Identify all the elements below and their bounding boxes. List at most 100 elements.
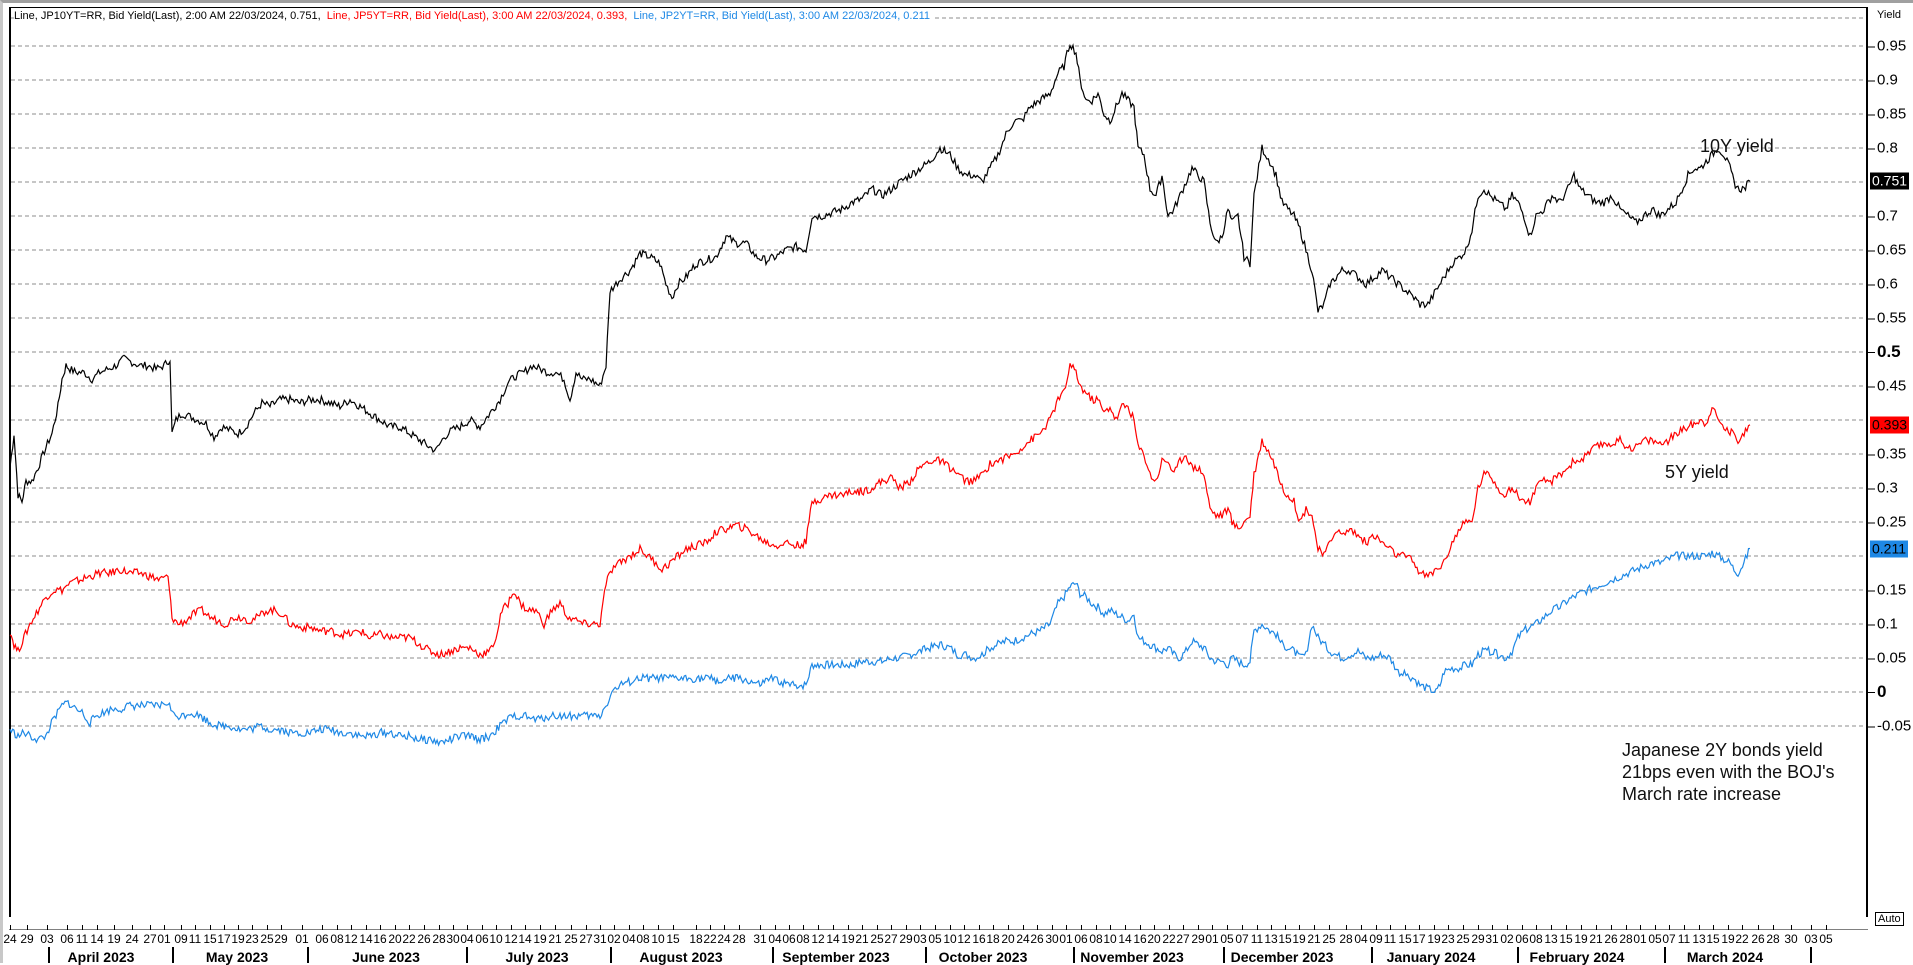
x-tick-label: 26 [1030,932,1044,946]
legend-5y[interactable]: Line, JP5YT=RR, Bid Yield(Last), 3:00 AM… [326,10,628,22]
x-tick-label: 15 [203,932,217,946]
x-tick-label: 01 [1205,932,1219,946]
y-tick-label: 0.15 [1868,582,1906,599]
x-tick-label: 23 [245,932,259,946]
x-tick-label: 28 [732,932,746,946]
x-tick-label: 30 [446,932,460,946]
x-tick-label: 21 [1589,932,1603,946]
series-line-1 [9,363,1751,660]
x-tick-label: 29 [1471,932,1485,946]
x-tick-label: 31 [1485,932,1499,946]
x-tick-label: 17 [1412,932,1426,946]
y-tick-label: 0.65 [1868,242,1906,259]
x-tick-label: 13 [1544,932,1558,946]
x-tick-label: 21 [1307,932,1321,946]
x-tick-label: 25 [564,932,578,946]
x-month-label: December 2023 [1230,949,1334,965]
x-tick-label: 28 [432,932,446,946]
x-tick-label: 19 [841,932,855,946]
x-tick-label: 12 [811,932,825,946]
x-tick-label: 01 [157,932,171,946]
x-tick-label: 29 [20,932,34,946]
x-tick-label: 25 [1322,932,1336,946]
x-tick-label: 27 [1176,932,1190,946]
x-tick-label: 19 [1292,932,1306,946]
x-tick-label: 24 [125,932,139,946]
x-tick-label: 15 [1278,932,1292,946]
x-tick-label: 05 [1220,932,1234,946]
x-tick-label: 06 [475,932,489,946]
y-tick-label: 0.25 [1868,514,1906,531]
x-tick-label: 02 [607,932,621,946]
x-tick-label: 14 [90,932,104,946]
chart-annotation: 5Y yield [1665,462,1729,482]
month-separator [772,947,774,963]
x-tick-label: 27 [579,932,593,946]
x-tick-label: 24 [1016,932,1030,946]
x-tick-label: 04 [1354,932,1368,946]
x-month-label: March 2024 [1686,949,1764,965]
x-tick-label: 04 [460,932,474,946]
x-tick-label: 07 [1235,932,1249,946]
auto-scale-button[interactable]: Auto [1875,912,1904,926]
x-tick-label: 24 [717,932,731,946]
x-tick-label: 28 [1339,932,1353,946]
legend-10y[interactable]: Line, JP10YT=RR, Bid Yield(Last), 2:00 A… [14,10,321,22]
x-tick-label: 07 [1662,932,1676,946]
x-tick-label: 13 [1264,932,1278,946]
x-tick-label: 18 [986,932,1000,946]
x-tick-label: 05 [928,932,942,946]
x-tick-label: 11 [188,932,202,946]
x-tick-label: 08 [330,932,344,946]
legend-2y[interactable]: Line, JP2YT=RR, Bid Yield(Last), 3:00 AM… [633,10,931,22]
last-value-flag: 0.211 [1870,540,1908,558]
x-tick-label: 20 [388,932,402,946]
chart-annotation: 10Y yield [1700,136,1774,156]
x-month-label: September 2023 [782,949,890,965]
x-tick-label: 09 [1369,932,1383,946]
x-tick-label: 14 [1118,932,1132,946]
x-month-label: May 2023 [205,949,269,965]
y-tick-label: 0.85 [1868,106,1906,123]
x-tick-label: 20 [1001,932,1015,946]
month-separator [610,947,612,963]
y-tick-label: 0.6 [1868,276,1898,293]
x-tick-label: 25 [870,932,884,946]
y-tick-label: 0.5 [1868,342,1901,362]
x-tick-label: 23 [1441,932,1455,946]
y-tick-label: 0.05 [1868,650,1906,667]
x-tick-label: 19 [1574,932,1588,946]
x-month-label: April 2023 [67,949,135,965]
x-tick-label: 25 [1456,932,1470,946]
x-tick-label: 24 [3,932,17,946]
x-tick-label: 06 [782,932,796,946]
y-tick-label: 0.1 [1868,616,1898,633]
x-tick-label: 26 [1604,932,1618,946]
plot-area[interactable] [9,7,1868,917]
x-tick-label: 05 [1819,932,1833,946]
x-month-label: June 2023 [352,949,420,965]
x-tick-label: 27 [143,932,157,946]
x-tick-label: 21 [548,932,562,946]
y-tick-label: 0.55 [1868,310,1906,327]
x-tick-label: 27 [884,932,898,946]
month-separator [1664,947,1666,963]
x-tick-label: 22 [703,932,717,946]
x-tick-label: 15 [1398,932,1412,946]
x-tick-label: 25 [260,932,274,946]
chart-legend: Line, JP10YT=RR, Bid Yield(Last), 2:00 A… [14,10,936,22]
y-tick-label: 0.8 [1868,140,1898,157]
x-tick-label: 29 [274,932,288,946]
x-tick-label: 04 [768,932,782,946]
x-tick-label: 29 [899,932,913,946]
x-tick-label: 20 [1147,932,1161,946]
x-tick-label: 12 [344,932,358,946]
series-line-2 [9,547,1751,747]
x-tick-label: 19 [107,932,121,946]
x-month-label: February 2024 [1529,949,1625,965]
x-tick-label: 21 [855,932,869,946]
month-separator [1517,947,1519,963]
y-tick-label: 0.45 [1868,378,1906,395]
x-tick-label: 22 [1162,932,1176,946]
